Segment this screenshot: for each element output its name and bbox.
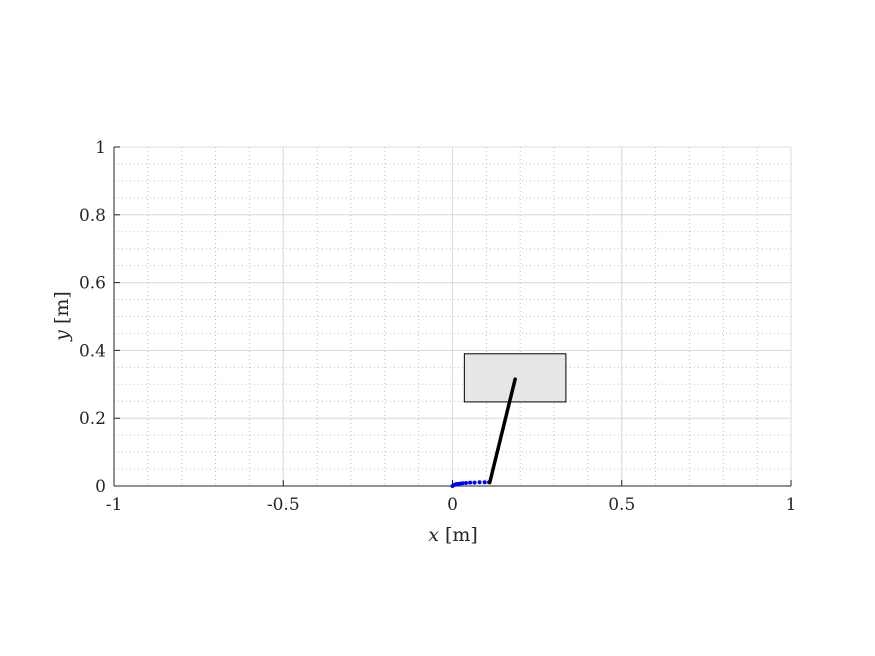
y-tick-label: 0.6 xyxy=(79,274,106,294)
y-tick-label: 0.8 xyxy=(79,206,106,226)
y-tick-label: 0.4 xyxy=(79,341,106,361)
x-tick-label: -0.5 xyxy=(267,495,300,515)
trajectory-point xyxy=(482,480,487,485)
trajectory-point xyxy=(460,481,465,486)
y-tick-label: 0 xyxy=(95,477,106,497)
trajectory-point xyxy=(472,480,477,485)
trajectory-point xyxy=(468,480,473,485)
x-tick-label: 0.5 xyxy=(608,495,635,515)
x-axis-unit: [m] xyxy=(439,524,478,546)
y-tick-label: 0.2 xyxy=(79,409,106,429)
tick-labels: -1 -0.5 0 0.5 1 0 0.2 0.4 0.6 0.8 1 xyxy=(79,138,796,515)
x-tick-label: 1 xyxy=(786,495,797,515)
x-tick-label: 0 xyxy=(447,495,458,515)
chart-marks xyxy=(450,353,567,488)
y-axis-label: y [m] xyxy=(51,291,73,342)
y-axis-variable: y xyxy=(51,330,73,342)
x-tick-label: -1 xyxy=(106,495,123,515)
link-line xyxy=(487,377,517,485)
trajectory-point xyxy=(464,480,469,485)
y-tick-label: 1 xyxy=(95,138,106,158)
y-axis-unit: [m] xyxy=(51,291,73,330)
trajectory-point xyxy=(477,480,482,485)
x-axis-label: x [m] xyxy=(428,524,478,546)
x-axis-variable: x xyxy=(428,524,439,546)
